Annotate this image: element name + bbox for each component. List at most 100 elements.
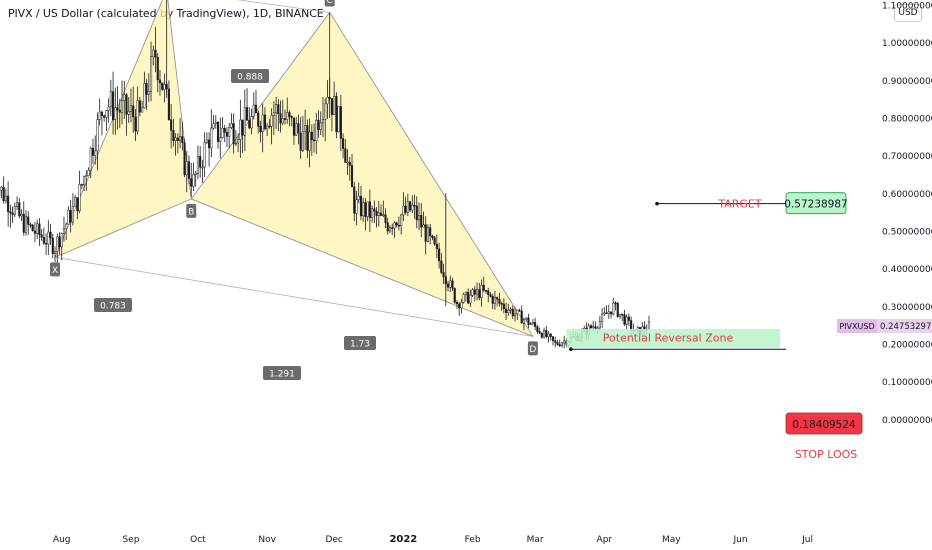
candle-body — [27, 216, 30, 225]
candle-body — [621, 313, 624, 316]
candle-body — [543, 329, 546, 338]
candle-body — [596, 327, 599, 330]
candle-body — [36, 223, 39, 234]
candle-body — [118, 109, 121, 113]
candle-body — [225, 132, 229, 137]
candle-body — [460, 302, 463, 309]
y-tick-label: 0.80000000 — [882, 114, 932, 124]
candle-body — [353, 186, 356, 214]
candle-body — [2, 186, 5, 202]
last-price-label: 0.24753297 — [880, 322, 931, 332]
candle-body — [22, 213, 25, 233]
ratio-label: 1.73 — [350, 340, 370, 350]
candle-body — [254, 104, 258, 114]
candle-body — [65, 223, 68, 230]
candle-body — [413, 204, 416, 207]
candle-body — [609, 311, 613, 315]
candle-body — [308, 131, 311, 151]
pivot-label: D — [529, 345, 536, 355]
candle-body — [531, 322, 534, 325]
candle-body — [299, 132, 302, 151]
candle-body — [243, 107, 246, 136]
candle-body — [522, 319, 526, 324]
candle-body — [18, 202, 21, 217]
pivot-box — [324, 0, 335, 7]
candle-body — [69, 209, 72, 223]
candle-body — [440, 260, 443, 273]
candle-body — [525, 317, 528, 320]
candle-body — [540, 332, 543, 338]
candle-body — [560, 342, 563, 347]
stop-price-box — [785, 412, 863, 435]
candle-body — [346, 161, 349, 164]
target: TARGET 0.57238987 — [655, 192, 848, 215]
y-tick-label: 0.60000000 — [882, 190, 932, 200]
candle-body — [538, 331, 541, 334]
currency-button[interactable]: USD — [894, 4, 922, 22]
candle-body — [491, 296, 494, 304]
ratio-box — [94, 298, 132, 312]
candle-body — [56, 236, 59, 252]
candle-body — [205, 139, 208, 143]
candle-body — [230, 123, 233, 128]
candle-body — [417, 215, 421, 221]
candle-body — [513, 313, 517, 317]
candle-body — [270, 114, 273, 127]
candle-body — [94, 150, 97, 156]
candle-body — [409, 201, 412, 211]
candle-body — [42, 237, 45, 244]
candle-body — [76, 197, 79, 212]
candle-body — [152, 49, 155, 57]
candle-body — [297, 123, 300, 134]
x-tick-label: 2022 — [389, 534, 417, 545]
ratio-labels: 0.888 0.783 1.73 1.291 — [94, 69, 376, 380]
candle-body — [520, 310, 523, 324]
candle-body — [431, 235, 434, 238]
candle-body — [395, 222, 398, 226]
candle-body — [78, 184, 81, 212]
candle-body — [51, 237, 54, 254]
candle-body — [67, 209, 70, 225]
candle-body — [337, 106, 340, 133]
candle-body — [534, 322, 537, 327]
candle-body — [482, 284, 485, 291]
candle-body — [127, 111, 130, 115]
candle-body — [16, 202, 19, 207]
candle-body — [529, 323, 532, 326]
candle-body — [438, 248, 441, 262]
candle-body — [496, 297, 499, 300]
candle-body — [125, 94, 128, 115]
candle-body — [58, 236, 61, 248]
candle-body — [143, 83, 146, 109]
candle-body — [402, 205, 405, 216]
candle-body — [371, 208, 374, 218]
candle-body — [373, 208, 376, 212]
candle-body — [605, 312, 608, 315]
pattern-triangle-bcd — [190, 11, 534, 338]
candle-body — [7, 195, 10, 212]
candle-body — [502, 303, 505, 310]
candle-body — [612, 302, 615, 315]
ratio-line-xd — [54, 256, 533, 337]
pivot-label: B — [188, 207, 194, 217]
candle-body — [411, 204, 414, 211]
candle-body — [203, 142, 206, 168]
time-axis: Aug Sep Oct Nov Dec 2022 Feb Mar Apr May Jun Jul — [53, 534, 813, 545]
candle-body — [272, 112, 275, 116]
candle-body — [250, 116, 253, 129]
candle-body — [375, 211, 378, 217]
candle-body — [493, 297, 496, 304]
candle-body — [261, 114, 264, 132]
candle-body — [179, 136, 182, 142]
candle-body — [266, 125, 269, 130]
candle-body — [134, 116, 137, 132]
candle-body — [384, 214, 387, 224]
x-tick-label: Aug — [53, 535, 71, 545]
harmonic-pattern — [54, 0, 534, 338]
candle-body — [163, 84, 166, 90]
candle-body — [473, 289, 476, 295]
candle-body — [536, 326, 539, 332]
candle-body — [400, 214, 403, 226]
candle-body — [306, 125, 309, 151]
